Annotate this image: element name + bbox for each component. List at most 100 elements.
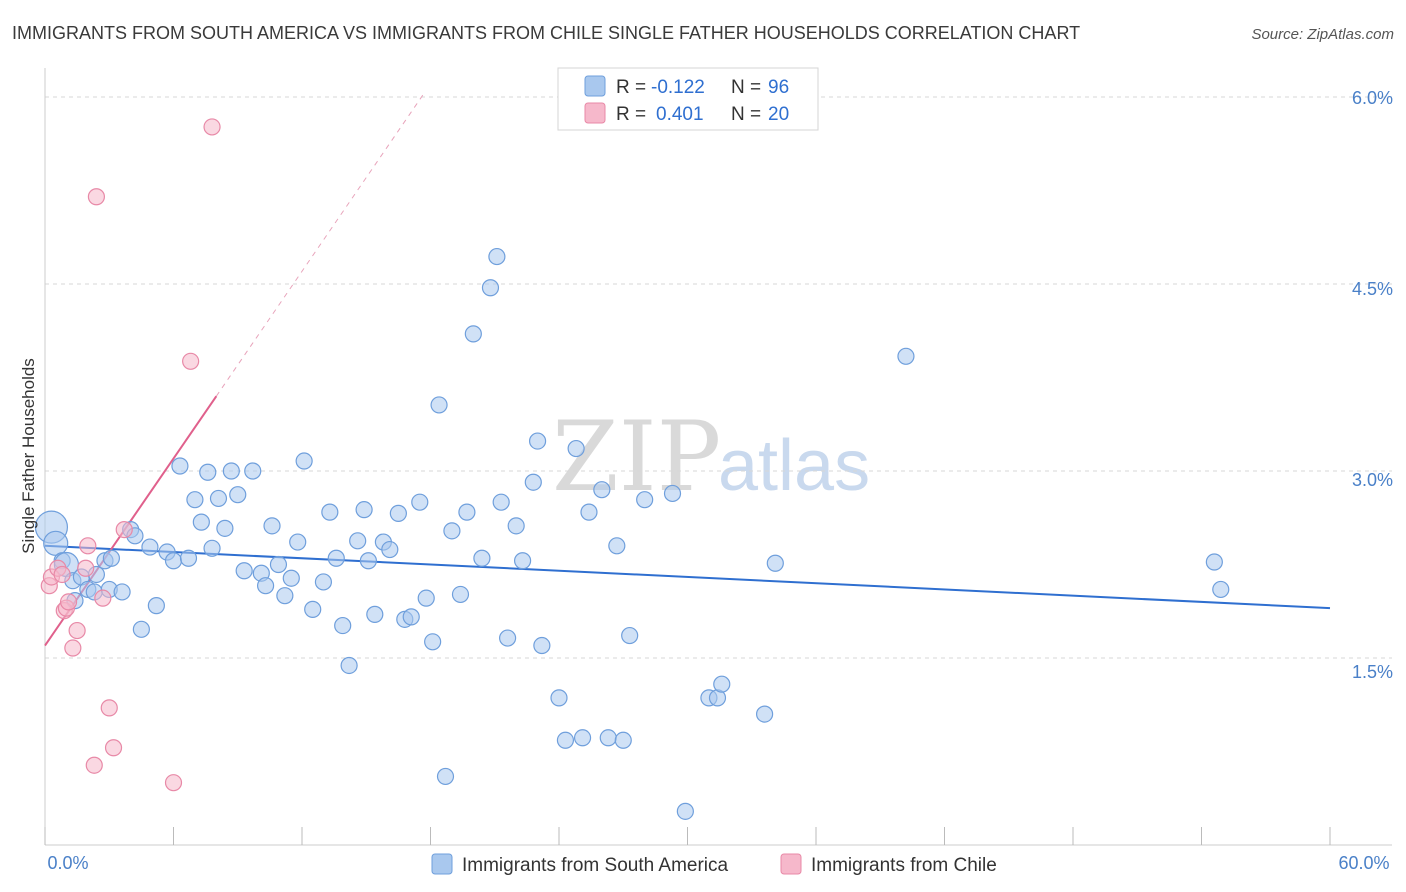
series-legend: Immigrants from South America Immigrants… bbox=[431, 853, 997, 876]
legend-r-value-1: -0.122 bbox=[651, 77, 705, 98]
axis-layer bbox=[44, 68, 1392, 846]
point-south-america-28 bbox=[216, 519, 234, 537]
bottom-legend-label-south-america: Immigrants from South America bbox=[462, 855, 729, 876]
point-chile-18 bbox=[182, 352, 200, 370]
point-south-america-22 bbox=[179, 549, 198, 567]
point-south-america-13 bbox=[113, 583, 131, 601]
point-chile-16 bbox=[115, 520, 133, 539]
point-south-america-1 bbox=[43, 530, 69, 556]
point-south-america-76 bbox=[556, 731, 575, 749]
x-tick-label-min: 0.0% bbox=[47, 853, 88, 873]
point-south-america-16 bbox=[132, 620, 150, 638]
point-south-america-25 bbox=[199, 463, 217, 481]
point-south-america-87 bbox=[676, 802, 694, 820]
point-south-america-82 bbox=[608, 537, 626, 555]
point-south-america-12 bbox=[102, 549, 120, 567]
point-south-america-75 bbox=[550, 689, 568, 707]
point-south-america-32 bbox=[244, 462, 262, 480]
point-south-america-48 bbox=[355, 501, 373, 519]
chart-title: IMMIGRANTS FROM SOUTH AMERICA VS IMMIGRA… bbox=[12, 23, 1080, 43]
bottom-legend-label-chile: Immigrants from Chile bbox=[811, 855, 997, 876]
legend-r-label-1: R = bbox=[616, 77, 646, 98]
point-south-america-83 bbox=[614, 731, 632, 749]
point-south-america-41 bbox=[304, 600, 322, 618]
point-chile-15 bbox=[104, 739, 123, 757]
bottom-legend-swatch-south-america bbox=[431, 853, 453, 875]
point-south-america-73 bbox=[528, 432, 547, 450]
trend-layer bbox=[44, 92, 1331, 647]
point-south-america-23 bbox=[186, 491, 204, 509]
point-south-america-94 bbox=[1205, 553, 1223, 571]
legend-swatch-chile bbox=[584, 102, 606, 124]
point-south-america-42 bbox=[314, 573, 333, 591]
point-south-america-81 bbox=[599, 729, 617, 747]
point-south-america-43 bbox=[321, 503, 339, 521]
point-south-america-17 bbox=[141, 538, 159, 556]
point-chile-7 bbox=[64, 639, 82, 657]
point-south-america-44 bbox=[327, 549, 345, 567]
point-south-america-52 bbox=[381, 540, 399, 559]
point-south-america-46 bbox=[340, 656, 358, 675]
point-chile-11 bbox=[85, 756, 103, 774]
point-south-america-49 bbox=[359, 552, 377, 570]
point-south-america-20 bbox=[164, 552, 183, 570]
point-chile-13 bbox=[94, 589, 112, 607]
point-south-america-56 bbox=[411, 493, 429, 511]
point-south-america-34 bbox=[256, 577, 275, 595]
point-south-america-95 bbox=[1212, 580, 1230, 599]
point-chile-8 bbox=[68, 621, 86, 640]
point-south-america-18 bbox=[147, 597, 165, 615]
point-south-america-58 bbox=[424, 633, 442, 651]
point-south-america-80 bbox=[593, 481, 611, 499]
y-tick-label-3-0: 3.0% bbox=[1352, 470, 1393, 490]
point-chile-6 bbox=[59, 593, 78, 611]
point-south-america-85 bbox=[636, 491, 654, 509]
point-south-america-26 bbox=[203, 539, 221, 557]
point-south-america-78 bbox=[573, 729, 592, 747]
point-south-america-39 bbox=[289, 533, 307, 551]
point-south-america-38 bbox=[282, 569, 300, 587]
point-south-america-47 bbox=[349, 532, 367, 550]
point-south-america-61 bbox=[443, 522, 461, 540]
point-chile-9 bbox=[77, 559, 95, 577]
point-south-america-60 bbox=[436, 767, 455, 786]
watermark-zip: ZIP bbox=[552, 401, 721, 513]
point-south-america-62 bbox=[451, 585, 470, 604]
trendline-chile-extension bbox=[215, 92, 425, 397]
point-south-america-74 bbox=[533, 636, 551, 655]
point-south-america-40 bbox=[295, 452, 313, 470]
point-south-america-92 bbox=[766, 554, 784, 572]
point-south-america-21 bbox=[171, 457, 189, 475]
point-south-america-93 bbox=[897, 347, 915, 365]
y-tick-label-1-5: 1.5% bbox=[1352, 662, 1393, 682]
y-tick-label-4-5: 4.5% bbox=[1352, 279, 1393, 299]
point-south-america-63 bbox=[458, 503, 476, 521]
point-south-america-59 bbox=[430, 396, 448, 414]
point-south-america-77 bbox=[567, 439, 585, 458]
point-south-america-55 bbox=[402, 608, 420, 626]
points-layer bbox=[34, 118, 1230, 820]
point-chile-10 bbox=[79, 537, 97, 555]
point-south-america-29 bbox=[222, 462, 240, 480]
chart-source: Source: ZipAtlas.com bbox=[1251, 26, 1394, 43]
point-chile-17 bbox=[164, 774, 183, 792]
stats-legend: R = -0.122 N = 96 R = 0.401 N = 20 bbox=[557, 67, 819, 131]
point-south-america-84 bbox=[621, 626, 639, 645]
point-south-america-90 bbox=[713, 675, 731, 693]
point-south-america-79 bbox=[580, 503, 598, 521]
point-south-america-86 bbox=[663, 484, 682, 503]
y-axis-label: Single Father Households bbox=[19, 358, 38, 554]
point-south-america-69 bbox=[499, 629, 517, 647]
bottom-legend-swatch-chile bbox=[780, 853, 802, 875]
point-south-america-91 bbox=[755, 705, 774, 723]
point-south-america-71 bbox=[513, 552, 532, 570]
point-south-america-66 bbox=[481, 279, 500, 297]
y-tick-label-6-0: 6.0% bbox=[1352, 88, 1393, 108]
point-south-america-31 bbox=[235, 562, 253, 580]
legend-n-label-2: N = bbox=[731, 104, 761, 125]
point-chile-14 bbox=[100, 699, 118, 717]
point-south-america-65 bbox=[473, 549, 491, 567]
point-south-america-70 bbox=[507, 517, 525, 535]
point-chile-12 bbox=[87, 188, 106, 206]
point-south-america-67 bbox=[488, 247, 506, 266]
